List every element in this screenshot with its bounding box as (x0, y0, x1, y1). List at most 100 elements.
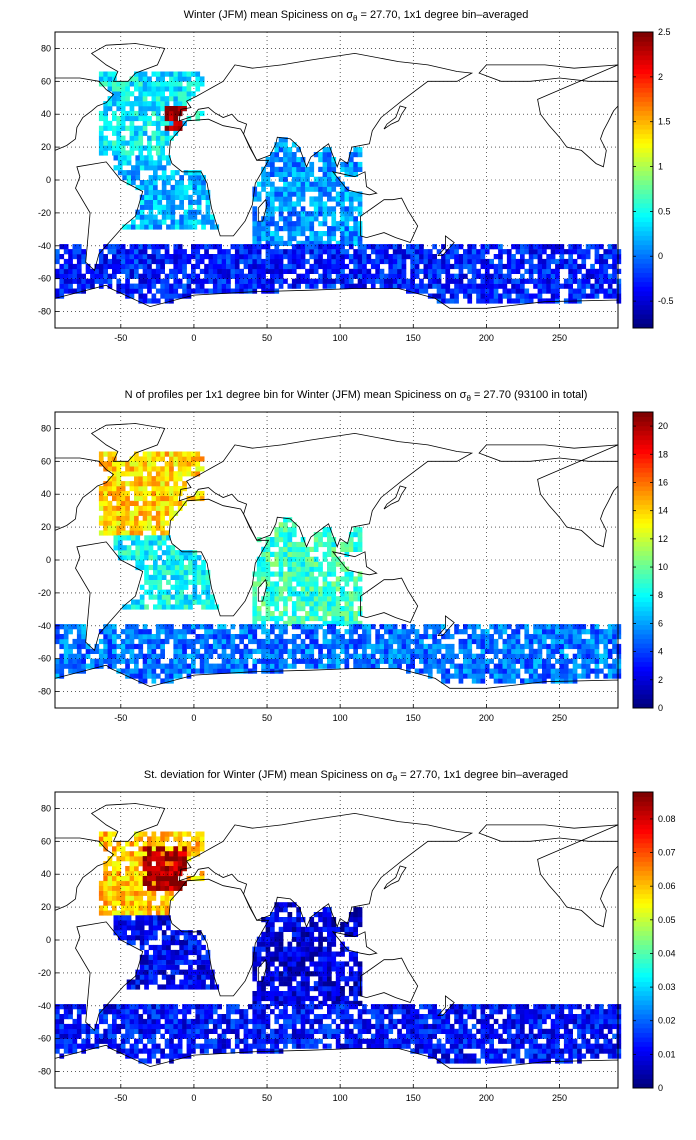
heatmap-cell (55, 663, 60, 669)
heatmap-cell (581, 648, 587, 654)
heatmap-cell (572, 638, 578, 645)
heatmap-cell (151, 71, 157, 77)
heatmap-cell (436, 268, 442, 274)
heatmap-cell (498, 278, 503, 284)
heatmap-cell (103, 101, 108, 107)
heatmap-cell (563, 629, 569, 635)
heatmap-cell (283, 186, 288, 192)
heatmap-cell (199, 288, 205, 294)
heatmap-cell (603, 293, 609, 299)
heatmap-cell (524, 678, 530, 684)
heatmap-cell (278, 981, 284, 987)
heatmap-cell (252, 268, 258, 274)
heatmap-cell (607, 638, 613, 645)
heatmap-cell (327, 537, 332, 543)
heatmap-cell (603, 643, 609, 650)
heatmap-cell (129, 486, 135, 492)
heatmap-cell (134, 86, 139, 92)
heatmap-cell (502, 293, 508, 299)
heatmap-cell (309, 546, 315, 552)
heatmap-cell (406, 653, 411, 659)
heatmap-cell (559, 258, 565, 265)
heatmap-cell (148, 224, 154, 230)
heatmap-cell (173, 81, 179, 87)
heatmap-cell (379, 278, 385, 284)
heatmap-cell (98, 500, 104, 506)
heatmap-cell (327, 176, 332, 182)
heatmap-cell (327, 620, 332, 626)
heatmap-cell (362, 249, 367, 255)
heatmap-cell (239, 254, 244, 260)
heatmap-cell (270, 971, 275, 977)
heatmap-cell (125, 140, 130, 146)
heatmap-cell (305, 634, 310, 640)
heatmap-cell (322, 152, 328, 158)
heatmap-cell (164, 81, 170, 87)
heatmap-cell (169, 293, 174, 299)
heatmap-cell (164, 530, 170, 536)
heatmap-cell (546, 288, 551, 294)
heatmap-cell (252, 196, 258, 202)
heatmap-cell (196, 555, 202, 561)
heatmap-cell (270, 152, 275, 158)
heatmap-cell (362, 643, 367, 650)
heatmap-cell (173, 461, 179, 467)
heatmap-cell (139, 594, 145, 600)
coastline (383, 105, 407, 130)
heatmap-cell (186, 278, 192, 284)
heatmap-cell (166, 594, 171, 600)
heatmap-cell (270, 263, 275, 270)
heatmap-cell (177, 293, 183, 299)
heatmap-cell (309, 581, 315, 587)
heatmap-cell (147, 451, 152, 457)
heatmap-cell (414, 244, 420, 250)
heatmap-cell (129, 115, 135, 122)
heatmap-cell (169, 500, 174, 506)
heatmap-cell (546, 643, 551, 650)
heatmap-cell (164, 678, 170, 684)
heatmap-cell (139, 550, 145, 556)
heatmap-cell (265, 157, 271, 163)
heatmap-cell (467, 624, 473, 630)
heatmap-cell (520, 653, 525, 659)
heatmap-cell (261, 663, 266, 669)
heatmap-cell (489, 244, 494, 250)
heatmap-cell (134, 110, 139, 117)
heatmap-cell (550, 624, 556, 630)
heatmap-cell (169, 288, 174, 294)
heatmap-cell (493, 638, 499, 645)
heatmap-cell (397, 278, 402, 284)
heatmap-cell (270, 658, 275, 664)
heatmap-cell (309, 615, 315, 622)
heatmap-cell (177, 451, 183, 457)
heatmap-cell (138, 678, 144, 684)
heatmap-cell (103, 885, 108, 891)
heatmap-cell (129, 456, 135, 462)
heatmap-cell (305, 571, 310, 577)
heatmap-cell (90, 283, 95, 289)
heatmap-cell (274, 186, 280, 192)
heatmap-cell (261, 653, 266, 659)
heatmap-cell (155, 76, 161, 82)
heatmap-cell (182, 851, 187, 857)
heatmap-cell (186, 76, 192, 82)
heatmap-cell (76, 668, 82, 674)
heatmap-cell (568, 283, 573, 289)
heatmap-cell (445, 634, 451, 640)
heatmap-cell (287, 226, 293, 232)
heatmap-cell (309, 254, 315, 260)
y-tick-label: 0 (46, 555, 51, 565)
heatmap-cell (116, 481, 122, 487)
heatmap-cell (436, 624, 442, 630)
heatmap-cell (155, 258, 161, 265)
heatmap-cell (63, 249, 69, 255)
heatmap-cell (148, 189, 154, 196)
heatmap-cell (166, 204, 171, 210)
heatmap-cell (322, 263, 328, 270)
heatmap-cell (177, 486, 183, 492)
heatmap-cell (612, 249, 617, 255)
heatmap-cell (125, 841, 130, 847)
heatmap-cell (370, 653, 376, 659)
heatmap-cell (353, 546, 358, 552)
heatmap-cell (357, 624, 363, 630)
